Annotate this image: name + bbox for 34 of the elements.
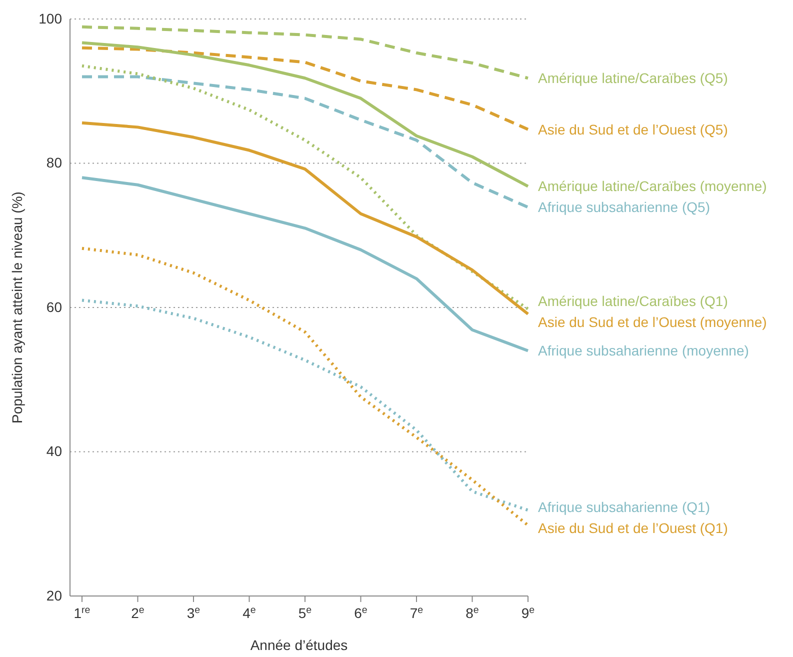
- series-label: Afrique subsaharienne (moyenne): [538, 342, 749, 359]
- line-series: [80, 41, 530, 188]
- line-series: [80, 176, 530, 352]
- line-series: [80, 64, 530, 310]
- series-label: Amérique latine/Caraïbes (Q5): [538, 70, 728, 86]
- series-label: Afrique subsaharienne (Q5): [538, 199, 710, 216]
- x-tick-label: 1$^{re}$: [74, 604, 91, 621]
- y-tick-label: 60: [46, 298, 62, 315]
- x-axis-title: Année d’études: [250, 637, 348, 653]
- x-tick-label: 6$^{e}$: [354, 604, 368, 621]
- x-tick-label: 4$^{e}$: [242, 604, 256, 621]
- y-axis-title: Population ayant atteint le niveau (%): [9, 192, 25, 424]
- line-series: [80, 25, 530, 80]
- line-series: [80, 246, 530, 527]
- y-tick-label: 20: [46, 587, 62, 604]
- y-tick-label: 100: [38, 10, 62, 26]
- series-label: Asie du Sud et de l’Ouest (Q1): [538, 520, 728, 536]
- series-label: Amérique latine/Caraïbes (moyenne): [538, 178, 767, 194]
- x-tick-label: 9$^{e}$: [521, 604, 536, 621]
- series-label: Asie du Sud et de l’Ouest (moyenne): [538, 314, 767, 330]
- x-tick-label: 5$^{e}$: [298, 604, 312, 621]
- line-series: [80, 46, 530, 131]
- x-tick-label: 3$^{e}$: [186, 604, 201, 621]
- line-series: [80, 298, 530, 512]
- x-tick-label: 8$^{e}$: [466, 604, 480, 621]
- x-tick-label: 7$^{e}$: [410, 604, 424, 621]
- line-series: [80, 75, 530, 209]
- y-tick-label: 40: [46, 443, 62, 460]
- y-tick-label: 80: [46, 154, 62, 171]
- x-tick-label: 2$^{e}$: [131, 604, 145, 621]
- series-label: Amérique latine/Caraïbes (Q1): [538, 292, 728, 309]
- series-label: Afrique subsaharienne (Q1): [538, 499, 710, 516]
- line-series: [80, 121, 530, 316]
- series-label: Asie du Sud et de l’Ouest (Q5): [538, 121, 728, 138]
